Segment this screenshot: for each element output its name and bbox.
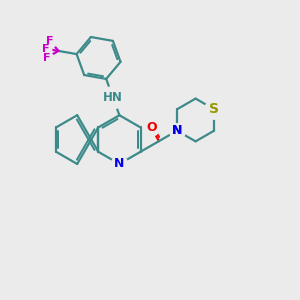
Text: N: N (172, 124, 182, 137)
Text: N: N (114, 158, 124, 170)
Text: O: O (146, 121, 157, 134)
Text: F: F (46, 36, 54, 46)
Text: F: F (41, 44, 49, 54)
Text: F: F (43, 52, 51, 63)
Text: HN: HN (103, 91, 123, 103)
Text: S: S (209, 102, 219, 116)
Text: N: N (172, 124, 182, 137)
